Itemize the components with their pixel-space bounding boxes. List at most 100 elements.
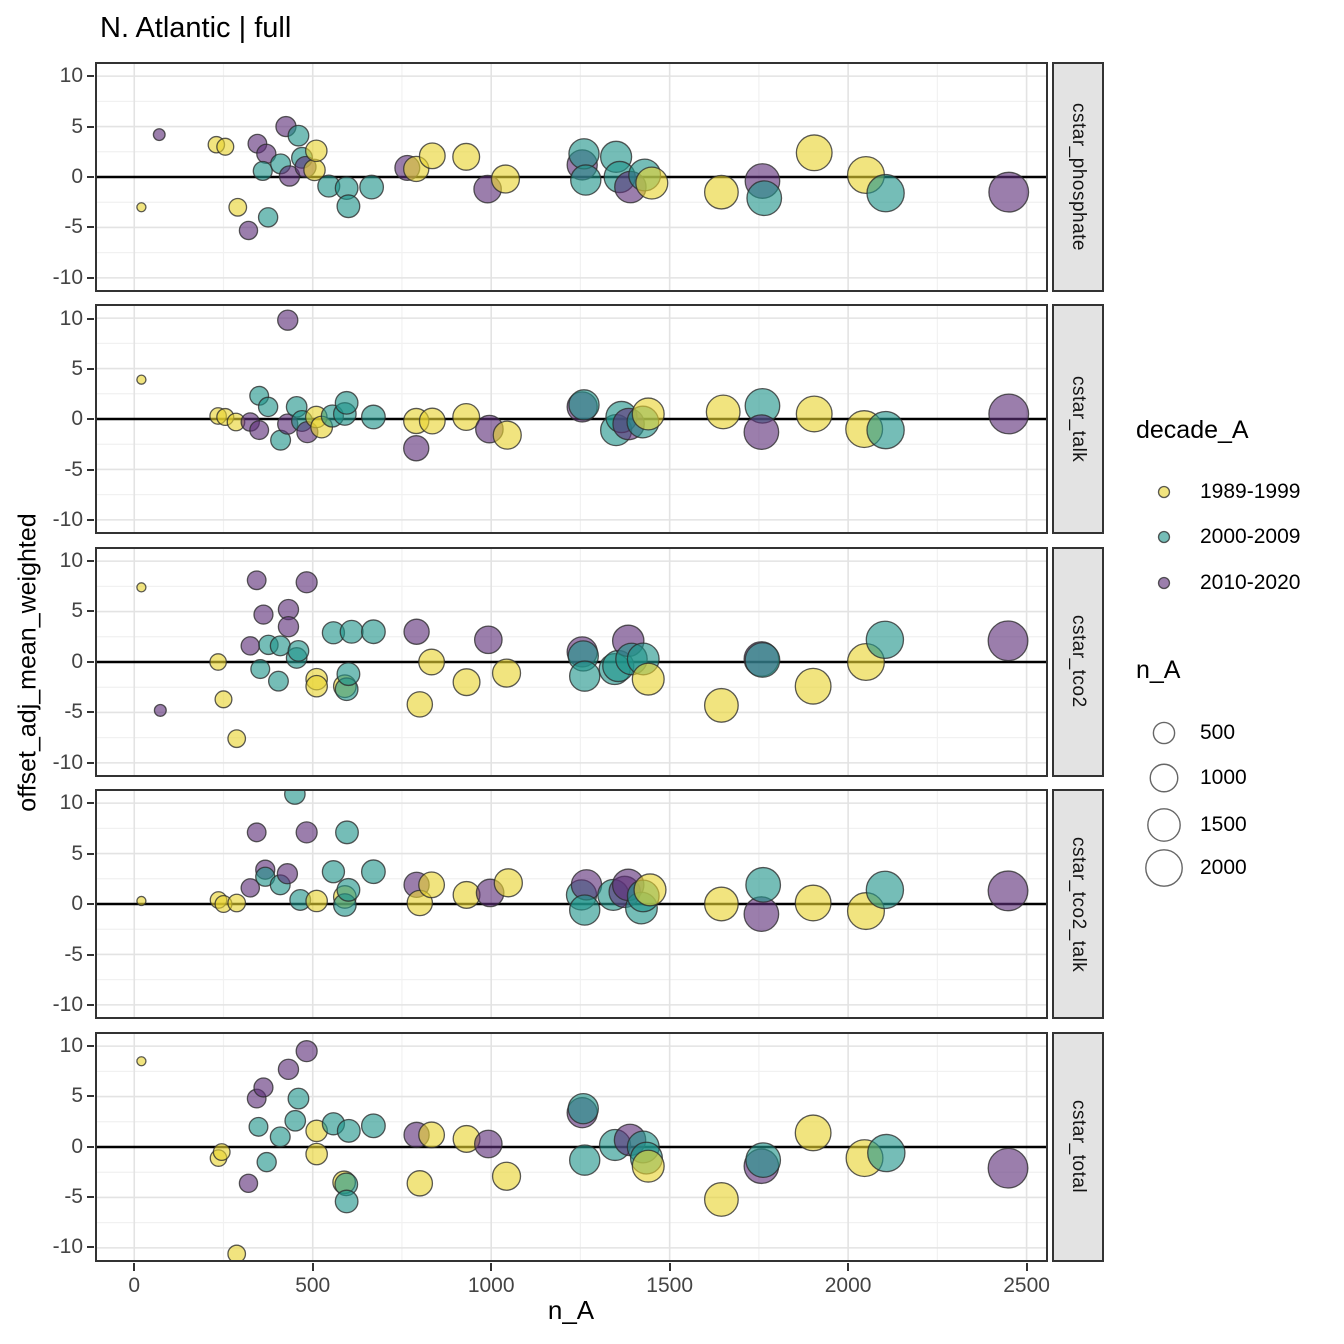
data-point (703, 687, 739, 723)
data-point (257, 207, 279, 228)
facet-strip-cstar_tco2: cstar_tco2 (1052, 546, 1104, 777)
y-tick-label: 0 (71, 1134, 83, 1158)
data-point (418, 142, 446, 170)
y-tick-label: 10 (59, 64, 83, 88)
y-tick-label: -5 (64, 942, 83, 966)
data-point (568, 894, 601, 926)
data-point (228, 197, 248, 217)
data-point (287, 1087, 310, 1110)
x-tick-mark (668, 1262, 671, 1271)
facet-strip-label: cstar_total (1068, 1100, 1089, 1194)
data-point (153, 703, 167, 717)
data-point (209, 652, 228, 671)
y-tick-mark (87, 953, 94, 956)
data-point (295, 1039, 318, 1062)
y-tick-label: 5 (71, 841, 83, 865)
y-tick-label: -10 (52, 750, 83, 774)
facet-panel-cstar_phosphate (95, 62, 1048, 292)
y-tick-mark (87, 903, 94, 906)
y-tick-mark (87, 802, 94, 805)
y-tick-label: 10 (59, 1033, 83, 1057)
data-point (136, 202, 147, 213)
facet-strip-cstar_phosphate: cstar_phosphate (1052, 62, 1104, 292)
data-point (287, 124, 310, 147)
data-point (794, 1113, 832, 1151)
data-point (277, 615, 300, 638)
y-tick-label: -10 (52, 1235, 83, 1259)
data-point (249, 420, 270, 441)
size-legend-label: 2000 (1200, 856, 1247, 879)
data-point (418, 1121, 446, 1148)
data-point (336, 878, 361, 903)
data-point (248, 1116, 269, 1137)
data-point (631, 662, 665, 696)
data-point (635, 166, 669, 200)
data-point (136, 1055, 147, 1067)
data-point (473, 1129, 503, 1158)
y-tick-label: 5 (71, 599, 83, 623)
data-point (360, 619, 386, 644)
y-tick-mark (87, 468, 94, 471)
data-point (238, 220, 259, 241)
data-point (305, 889, 328, 913)
y-tick-mark (87, 660, 94, 663)
y-tick-mark (87, 418, 94, 421)
x-tick-mark (847, 1262, 850, 1271)
data-point (295, 570, 318, 594)
y-tick-mark (87, 610, 94, 613)
data-point (238, 1173, 259, 1193)
x-tick-label: 1000 (467, 1273, 515, 1297)
data-point (227, 1244, 247, 1262)
data-point (334, 391, 359, 416)
color-legend-title: decade_A (1136, 416, 1249, 444)
y-tick-mark (87, 176, 94, 178)
y-tick-label: 10 (59, 548, 83, 572)
color-legend-swatch-icon (1157, 485, 1171, 499)
data-point (403, 435, 430, 462)
data-point (253, 604, 274, 625)
y-tick-mark (87, 1095, 94, 1098)
data-point (287, 639, 310, 662)
facet-strip-label: cstar_phosphate (1068, 103, 1089, 251)
y-tick-mark (87, 1004, 94, 1007)
data-point (136, 895, 147, 907)
x-tick-label: 0 (128, 1273, 141, 1297)
data-point (452, 142, 481, 171)
data-point (267, 670, 289, 692)
y-tick-label: 10 (59, 306, 83, 330)
y-tick-mark (87, 761, 94, 764)
data-point (212, 1142, 231, 1161)
data-point (567, 1092, 599, 1124)
data-point (418, 648, 446, 676)
data-point (240, 878, 261, 898)
facet-panel-cstar_talk (95, 304, 1048, 535)
data-point (418, 407, 446, 435)
data-point (336, 661, 361, 686)
y-tick-label: -10 (52, 993, 83, 1017)
data-point (493, 868, 523, 898)
data-point (277, 1058, 300, 1080)
data-point (216, 137, 235, 156)
size-legend-label: 1500 (1200, 813, 1247, 836)
x-tick-mark (1025, 1262, 1028, 1271)
facet-strip-label: cstar_tco2 (1068, 615, 1089, 709)
data-point (321, 860, 346, 884)
data-point (269, 1125, 291, 1148)
data-point (250, 658, 271, 679)
data-point (570, 164, 602, 196)
data-point (866, 411, 905, 450)
y-tick-label: 5 (71, 356, 83, 380)
y-tick-mark (87, 276, 94, 279)
y-tick-label: 5 (71, 114, 83, 138)
data-point (295, 821, 318, 844)
data-point (631, 1149, 665, 1183)
data-point (336, 1118, 361, 1143)
size-legend-circle-icon (1149, 763, 1179, 793)
data-point (339, 619, 364, 644)
data-point (743, 414, 780, 451)
plot-title: N. Atlantic | full (100, 12, 292, 44)
facet-strip-cstar_talk: cstar_talk (1052, 304, 1104, 535)
data-point (214, 690, 233, 709)
data-point (745, 867, 782, 903)
data-point (284, 789, 306, 806)
